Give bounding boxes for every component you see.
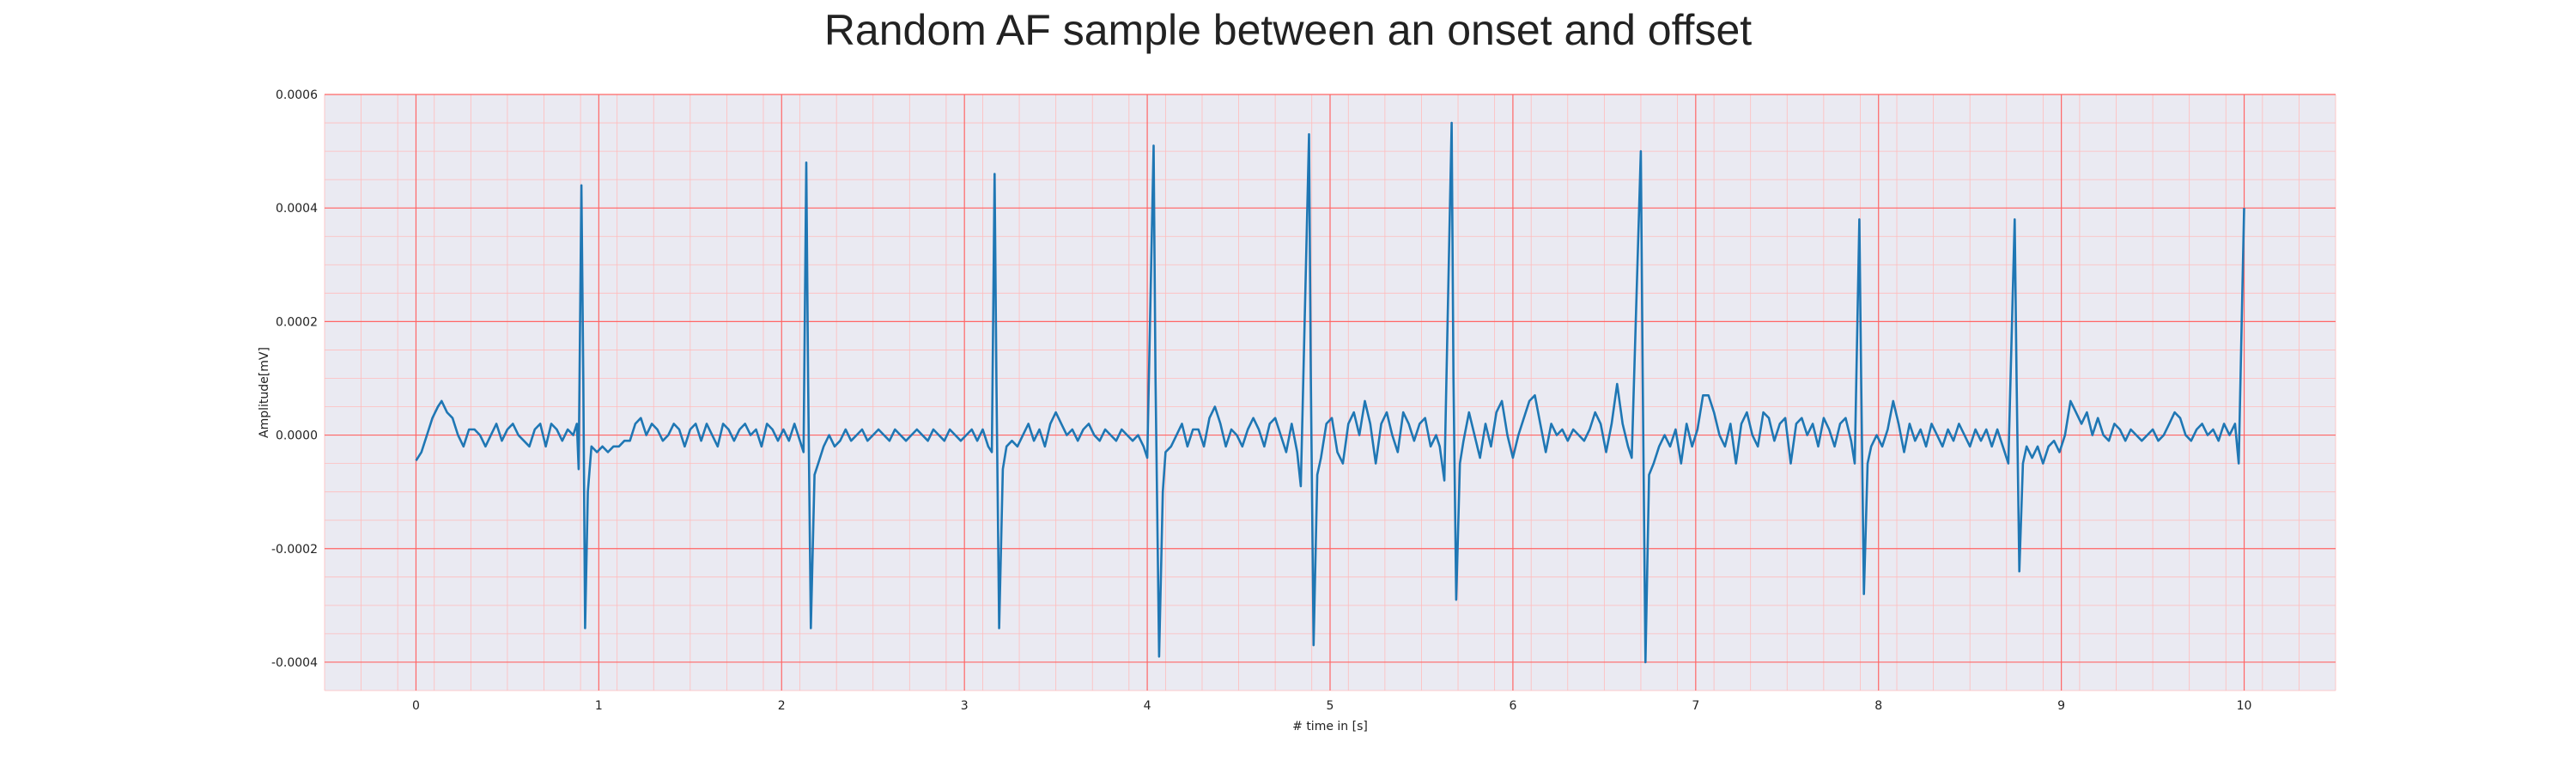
x-tick-label: 1 <box>595 699 603 713</box>
x-tick-label: 7 <box>1692 699 1699 713</box>
y-tick-label: 0.0002 <box>276 315 318 329</box>
ecg-signal-line <box>415 121 2245 664</box>
x-tick-label: 10 <box>2237 699 2252 713</box>
y-tick-labels: -0.0004 -0.0002 0.0000 0.0002 0.0004 0.0006 <box>271 88 318 670</box>
x-tick-label: 0 <box>412 699 420 713</box>
x-tick-label: 3 <box>961 699 969 713</box>
x-tick-labels: 0 1 2 3 4 5 6 7 8 9 10 <box>412 699 2251 713</box>
y-tick-label: 0.0000 <box>276 429 318 443</box>
major-grid <box>325 94 2336 691</box>
y-axis-label: Amplitude[mV] <box>258 347 271 438</box>
x-tick-label: 6 <box>1509 699 1516 713</box>
x-tick-label: 8 <box>1874 699 1882 713</box>
y-tick-label: -0.0002 <box>271 543 318 557</box>
x-tick-label: 4 <box>1144 699 1151 713</box>
y-tick-label: 0.0006 <box>276 88 318 102</box>
y-tick-label: 0.0004 <box>276 202 318 216</box>
x-axis-label: # time in [s] <box>1292 720 1368 733</box>
chart-title: Random AF sample between an onset and of… <box>823 6 1753 54</box>
y-tick-label: -0.0004 <box>271 656 318 670</box>
x-tick-label: 2 <box>778 699 786 713</box>
x-tick-label: 9 <box>2057 699 2065 713</box>
x-tick-label: 5 <box>1327 699 1334 713</box>
